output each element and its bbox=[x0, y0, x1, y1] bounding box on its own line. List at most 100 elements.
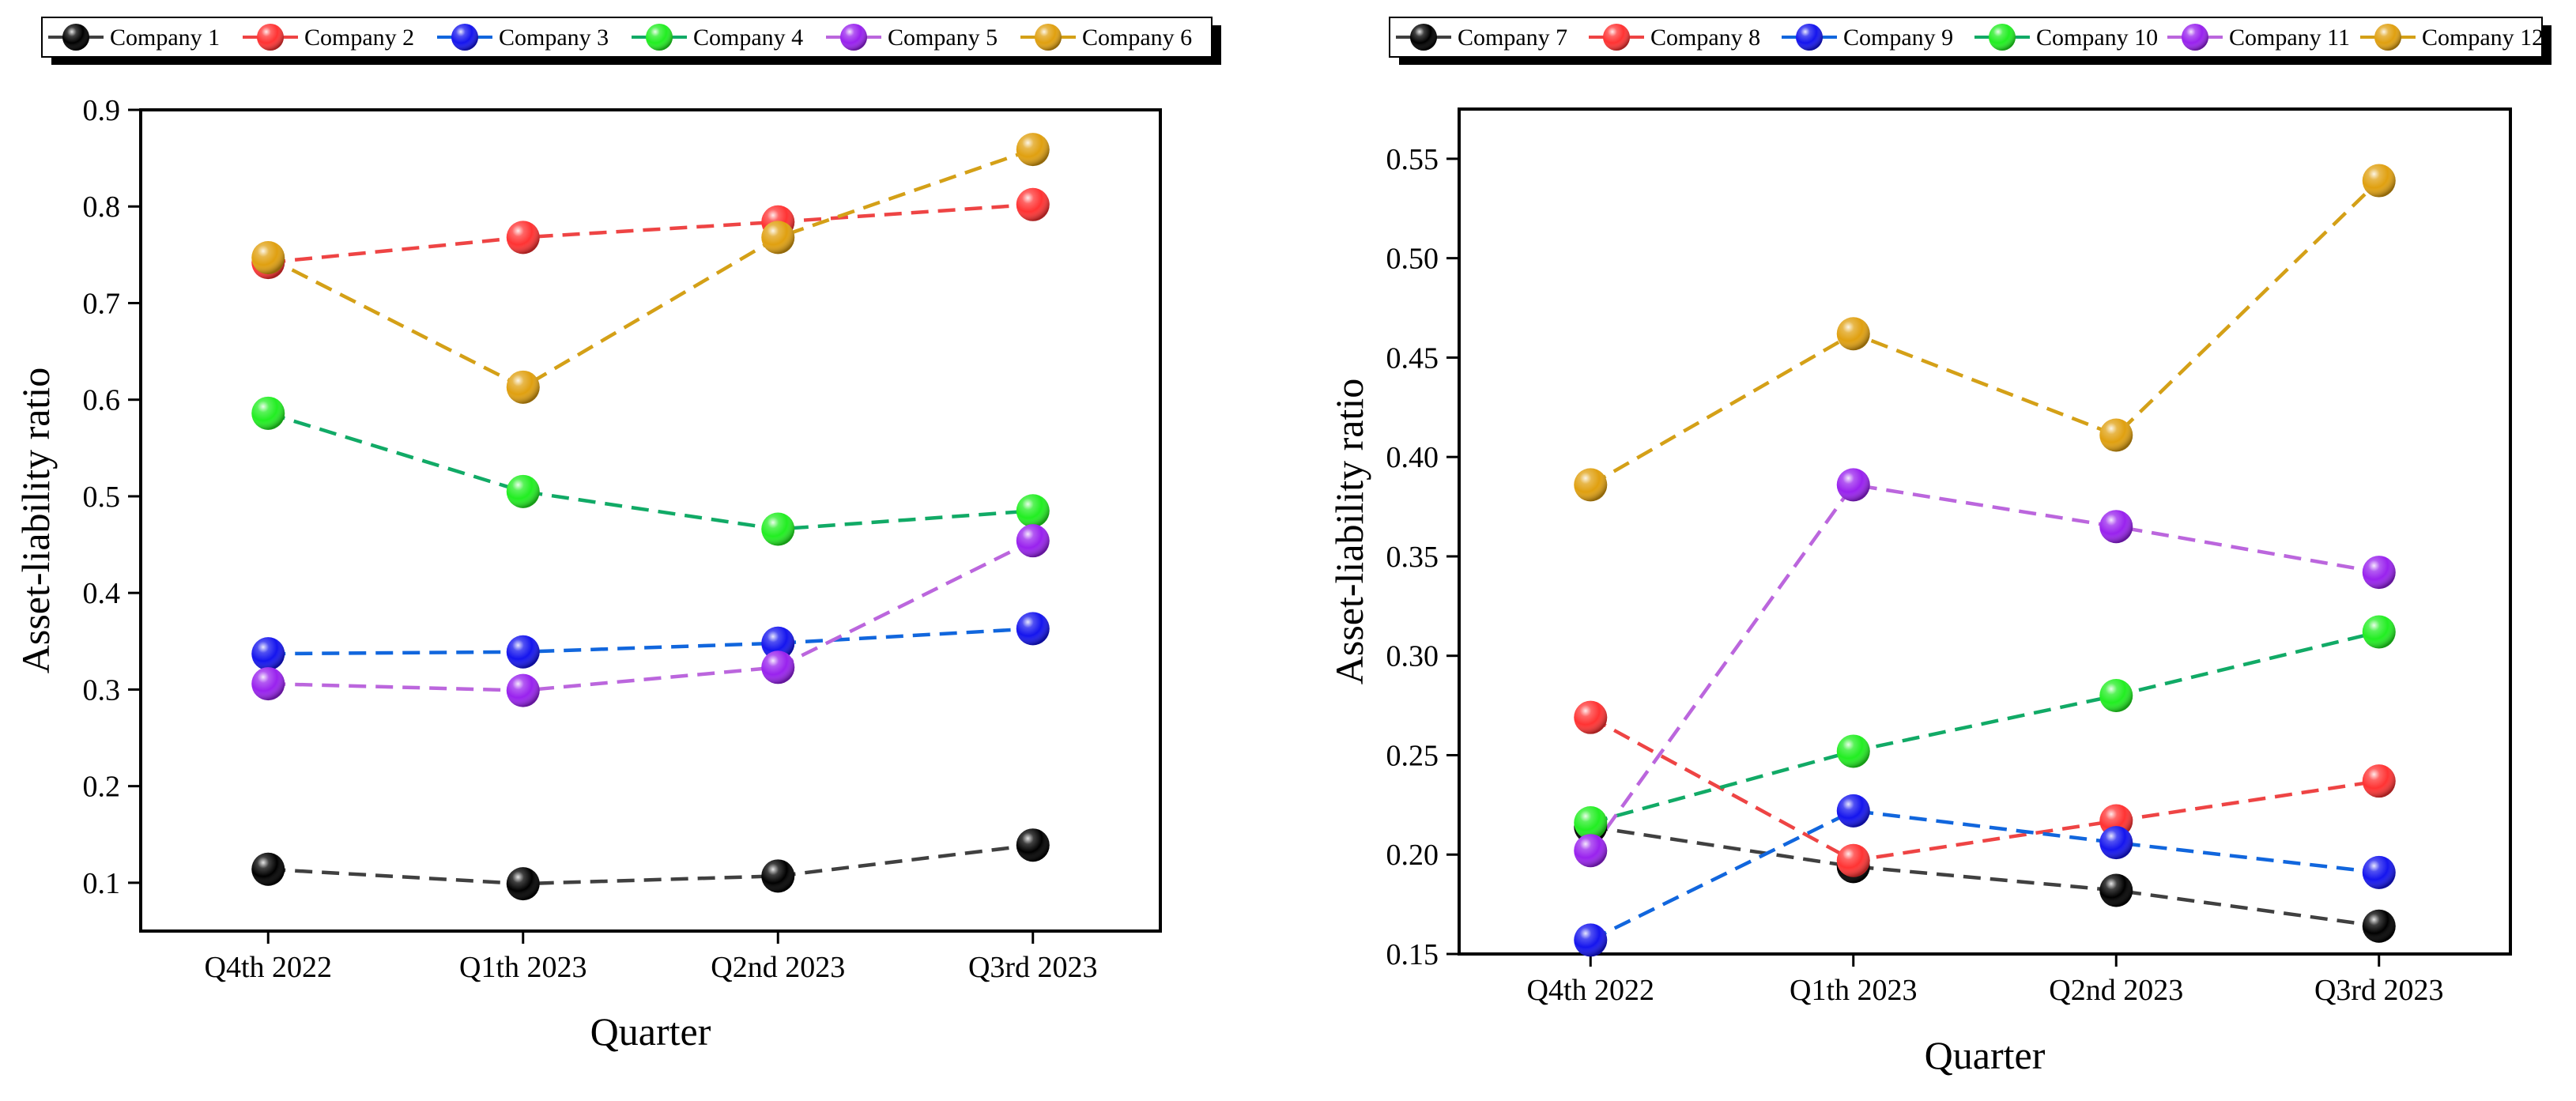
y-tick-label: 0.9 bbox=[83, 94, 121, 127]
data-point-shine bbox=[251, 396, 285, 430]
legend-marker-shine bbox=[1603, 24, 1630, 51]
data-point-shine bbox=[1574, 923, 1608, 957]
legend-marker-shine bbox=[451, 24, 478, 51]
data-point-shine bbox=[506, 221, 540, 255]
data-point-shine bbox=[2362, 764, 2396, 798]
data-point-shine bbox=[1574, 700, 1608, 734]
legend-marker-shine bbox=[62, 24, 89, 51]
data-point-shine bbox=[1016, 828, 1050, 862]
y-tick-label: 0.15 bbox=[1386, 938, 1439, 971]
data-point-shine bbox=[1574, 834, 1608, 868]
y-tick-label: 0.8 bbox=[83, 190, 121, 224]
legend-marker-shine bbox=[646, 24, 673, 51]
data-point-shine bbox=[2362, 556, 2396, 590]
data-point-shine bbox=[1574, 468, 1608, 502]
y-axis-title: Asset-liability ratio bbox=[13, 368, 58, 673]
data-point-shine bbox=[761, 221, 795, 255]
left-chart-panel: 0.1 0.2 0.3 0.4 0.5 0.6 0.7 0.8 0.9 Q4th 2022 Q1th… bbox=[13, 17, 1221, 1054]
data-point-shine bbox=[2099, 873, 2133, 907]
legend-label: Company 2 bbox=[304, 25, 414, 51]
series-line-company-3 bbox=[268, 627, 1033, 656]
y-tick-label: 0.7 bbox=[83, 287, 121, 320]
data-point-shine bbox=[1016, 524, 1050, 558]
legend-label: Company 8 bbox=[1650, 25, 1760, 51]
y-tick-label: 0.3 bbox=[83, 673, 121, 707]
series-line-company-10 bbox=[1590, 630, 2380, 825]
series-line-company-4 bbox=[267, 411, 1033, 531]
y-tick-label: 0.25 bbox=[1386, 739, 1439, 772]
data-point-shine bbox=[1016, 494, 1050, 528]
x-tick-label: Q3rd 2023 bbox=[968, 951, 1098, 984]
data-point-shine bbox=[1574, 805, 1608, 839]
data-point-shine bbox=[1016, 612, 1050, 646]
x-tick-label: Q3rd 2023 bbox=[2314, 974, 2444, 1007]
legend-marker-shine bbox=[2374, 24, 2401, 51]
data-point-shine bbox=[506, 474, 540, 508]
legend-box bbox=[1389, 17, 2543, 58]
data-point-shine bbox=[2362, 164, 2396, 198]
legend-marker-shine bbox=[1796, 24, 1823, 51]
series-line-company-8 bbox=[1590, 715, 2380, 863]
legend-marker-shine bbox=[257, 24, 284, 51]
plot-frame bbox=[1458, 107, 2512, 956]
data-point-shine bbox=[1016, 187, 1050, 221]
data-point-shine bbox=[1836, 317, 1870, 351]
y-tick-label: 0.45 bbox=[1386, 341, 1439, 375]
data-point-shine bbox=[1016, 133, 1050, 167]
y-tick-label: 0.20 bbox=[1386, 839, 1439, 872]
data-point-shine bbox=[761, 626, 795, 660]
series-line-company-7 bbox=[1590, 824, 2380, 929]
series-line-company-1 bbox=[268, 843, 1034, 886]
y-tick-label: 0.4 bbox=[83, 577, 121, 610]
x-axis-title: Quarter bbox=[1925, 1033, 2046, 1077]
y-tick-label: 0.40 bbox=[1386, 441, 1439, 474]
data-point-shine bbox=[1836, 468, 1870, 502]
legend-label: Company 3 bbox=[499, 25, 609, 51]
legend-marker-shine bbox=[2182, 24, 2208, 51]
data-point-shine bbox=[506, 867, 540, 901]
legend-label: Company 10 bbox=[2036, 25, 2158, 51]
x-tick-label: Q2nd 2023 bbox=[2049, 974, 2183, 1007]
y-tick-label: 0.6 bbox=[83, 384, 121, 417]
y-tick-label: 0.55 bbox=[1386, 143, 1439, 176]
series-line-company-6 bbox=[267, 147, 1034, 390]
data-point-shine bbox=[251, 241, 285, 275]
data-point-shine bbox=[2362, 855, 2396, 889]
x-tick-label: Q4th 2022 bbox=[205, 951, 333, 984]
series-line-company-9 bbox=[1590, 809, 2380, 942]
legend-marker-shine bbox=[1410, 24, 1437, 51]
data-point-shine bbox=[761, 512, 795, 546]
y-tick-label: 0.2 bbox=[83, 771, 121, 804]
x-tick-label: Q1th 2023 bbox=[459, 951, 587, 984]
legend-box bbox=[41, 17, 1213, 58]
data-point-shine bbox=[2099, 679, 2133, 713]
legend-label: Company 5 bbox=[888, 25, 998, 51]
x-tick-label: Q2nd 2023 bbox=[711, 951, 845, 984]
series-line-company-2 bbox=[268, 202, 1033, 265]
data-point-shine bbox=[2099, 510, 2133, 544]
y-axis-title: Asset-liability ratio bbox=[1327, 379, 1371, 684]
x-tick-label: Q4th 2022 bbox=[1527, 974, 1655, 1007]
data-point-shine bbox=[251, 637, 285, 671]
data-point-shine bbox=[1836, 734, 1870, 768]
series-line-company-11 bbox=[1589, 482, 2380, 852]
legend-label: Company 12 bbox=[2422, 25, 2544, 51]
data-point-shine bbox=[1836, 843, 1870, 877]
data-point-shine bbox=[251, 852, 285, 886]
data-point-shine bbox=[2362, 615, 2396, 649]
legend-marker-shine bbox=[1035, 24, 1062, 51]
legend-label: Company 4 bbox=[693, 25, 803, 51]
plot-frame bbox=[139, 108, 1162, 933]
data-point-shine bbox=[506, 673, 540, 707]
data-point-shine bbox=[2362, 909, 2396, 943]
legend-label: Company 9 bbox=[1843, 25, 1953, 51]
legend-marker-shine bbox=[1989, 24, 2016, 51]
legend-label: Company 6 bbox=[1082, 25, 1192, 51]
series-line-company-12 bbox=[1590, 179, 2381, 487]
data-point-shine bbox=[2099, 418, 2133, 452]
y-tick-label: 0.35 bbox=[1386, 541, 1439, 574]
data-point-shine bbox=[761, 859, 795, 893]
legend-label: Company 7 bbox=[1458, 25, 1567, 51]
legend-label: Company 1 bbox=[110, 25, 220, 51]
